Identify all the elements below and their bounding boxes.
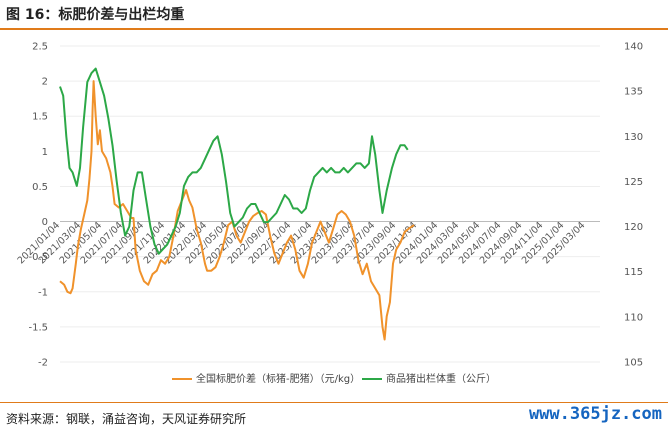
y-left-tick-label: 1	[42, 147, 48, 158]
series-layer	[59, 67, 415, 341]
y-left-tick-label: 0	[42, 217, 48, 228]
y-right-tick-label: 115	[624, 267, 643, 278]
chart-title: 图 16：标肥价差与出栏均重	[6, 7, 185, 23]
watermark: www.365jz.com	[528, 404, 662, 424]
y-right-tick-label: 125	[624, 177, 643, 188]
y-left-tick-label: -1	[38, 287, 48, 298]
legend-label: 商品猪出栏体重（公斤）	[386, 372, 496, 385]
y-right-tick-label: 135	[624, 87, 643, 98]
y-left-tick-label: 1.5	[32, 112, 48, 123]
y-left-tick-label: 2.5	[32, 42, 48, 53]
y-right-tick-label: 140	[624, 42, 643, 53]
footer-divider	[0, 402, 668, 403]
y-left-tick-label: 2	[42, 77, 48, 88]
axis-layer: 2.5 2 1.5 1 0.5 0 -0.5 -1 -1.5 -2 140 135 130 125 120 1…	[16, 42, 643, 369]
legend-label: 全国标肥价差（标猪-肥猪）（元/kg）	[196, 372, 360, 385]
y-right-tick-label: 130	[624, 132, 643, 143]
legend-layer: 全国标肥价差（标猪-肥猪）（元/kg） 商品猪出栏体重（公斤）	[172, 372, 496, 385]
y-left-tick-label: -2	[38, 358, 48, 369]
series-line-slaughter-weight	[59, 67, 409, 255]
y-left-tick-label: 0.5	[32, 182, 48, 193]
source-note: 资料来源：钢联，涌益咨询，天风证券研究所	[6, 412, 247, 426]
y-right-tick-label: 120	[624, 222, 643, 233]
series-line-price-spread	[59, 80, 415, 341]
title-divider	[0, 28, 668, 30]
chart-area: 2.5 2 1.5 1 0.5 0 -0.5 -1 -1.5 -2 140 135 130 125 120 1…	[16, 42, 643, 386]
y-left-tick-label: -1.5	[28, 322, 48, 333]
y-right-tick-label: 110	[624, 312, 643, 323]
grid-layer	[60, 45, 600, 363]
y-right-tick-label: 105	[624, 358, 643, 369]
y-left-tick-label: -0.5	[28, 252, 48, 263]
